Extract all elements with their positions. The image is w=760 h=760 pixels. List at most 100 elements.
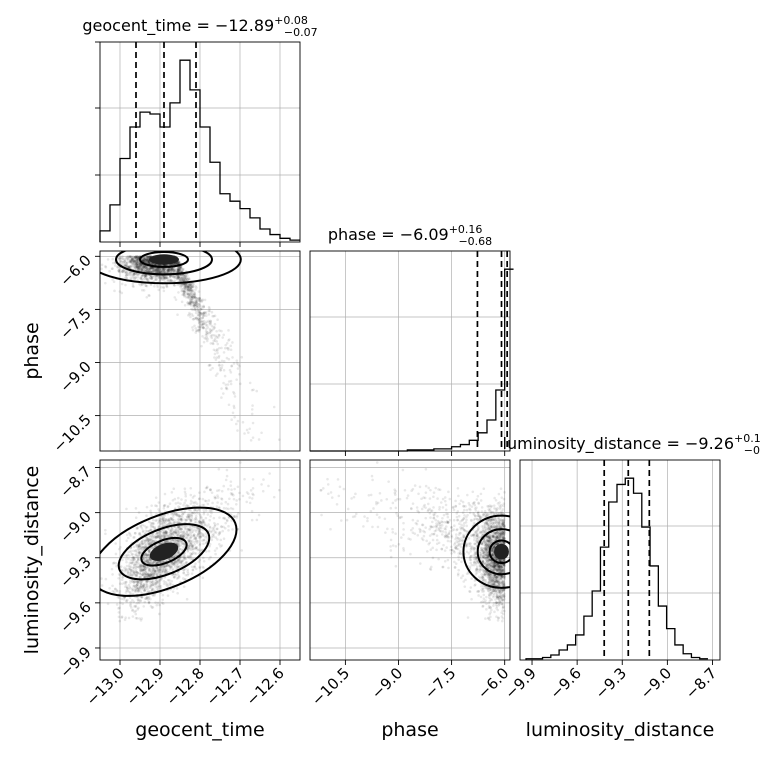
sample-point bbox=[171, 538, 174, 542]
sample-point bbox=[196, 302, 200, 306]
sample-point bbox=[169, 517, 173, 521]
sample-point bbox=[194, 303, 197, 307]
sample-point bbox=[169, 521, 173, 525]
sample-point bbox=[168, 530, 172, 533]
sample-point bbox=[157, 531, 161, 535]
sample-point bbox=[104, 281, 107, 285]
sample-point bbox=[121, 575, 125, 579]
sample-point bbox=[165, 276, 169, 280]
sample-point bbox=[202, 534, 205, 537]
sample-point bbox=[166, 540, 170, 543]
sample-point bbox=[205, 499, 208, 503]
sample-point bbox=[198, 527, 201, 530]
sample-point bbox=[141, 523, 144, 527]
sample-point bbox=[126, 553, 129, 557]
sample-point bbox=[147, 553, 151, 557]
sample-point bbox=[125, 263, 128, 267]
sample-point bbox=[186, 279, 189, 282]
sample-point bbox=[192, 547, 196, 551]
sample-point bbox=[190, 307, 193, 311]
sample-point bbox=[141, 573, 145, 577]
sample-point bbox=[154, 276, 157, 280]
sample-point bbox=[123, 263, 127, 266]
sample-point bbox=[150, 262, 154, 266]
sample-point bbox=[226, 383, 230, 386]
sample-point bbox=[179, 270, 182, 273]
sample-point bbox=[139, 264, 142, 268]
sample-point bbox=[133, 563, 136, 567]
sample-point bbox=[151, 583, 155, 587]
sample-point bbox=[150, 275, 153, 279]
sample-point bbox=[178, 558, 181, 562]
sample-point bbox=[220, 497, 224, 501]
sample-point bbox=[133, 259, 137, 263]
sample-point bbox=[116, 595, 120, 599]
sample-point bbox=[161, 270, 165, 273]
sample-point bbox=[143, 586, 147, 589]
sample-point bbox=[247, 431, 250, 434]
sample-point bbox=[125, 586, 129, 590]
sample-point bbox=[161, 268, 165, 271]
sample-point bbox=[177, 518, 181, 521]
sample-point bbox=[136, 554, 139, 558]
sample-point bbox=[145, 554, 148, 558]
sample-point bbox=[143, 266, 147, 270]
sample-point bbox=[142, 568, 145, 572]
sample-point bbox=[189, 285, 193, 289]
sample-point bbox=[176, 277, 179, 281]
sample-point bbox=[196, 317, 200, 321]
sample-point bbox=[137, 552, 141, 556]
sample-point bbox=[147, 575, 150, 578]
sample-point bbox=[154, 275, 158, 279]
sample-point bbox=[146, 277, 149, 280]
sample-point bbox=[143, 572, 147, 576]
sample-point bbox=[139, 582, 143, 585]
sample-point bbox=[147, 558, 150, 562]
sample-point bbox=[199, 521, 202, 525]
sample-point bbox=[152, 270, 156, 273]
sample-point bbox=[181, 276, 185, 279]
sample-point bbox=[167, 269, 170, 273]
sample-point bbox=[181, 525, 185, 529]
sample-point bbox=[189, 288, 193, 291]
sample-point bbox=[136, 262, 140, 266]
sample-point bbox=[162, 286, 166, 290]
sample-point bbox=[143, 256, 147, 260]
sample-point bbox=[140, 565, 144, 568]
sample-point bbox=[131, 570, 135, 573]
sample-point bbox=[183, 287, 186, 291]
sample-point bbox=[157, 519, 161, 523]
sample-point bbox=[127, 616, 131, 620]
sample-point bbox=[481, 600, 485, 603]
sample-point bbox=[132, 260, 136, 263]
sample-point bbox=[201, 518, 204, 522]
sample-point bbox=[208, 363, 211, 367]
sample-point bbox=[133, 278, 136, 281]
sample-point bbox=[193, 301, 196, 305]
sample-point bbox=[232, 362, 236, 365]
sample-point bbox=[191, 290, 194, 293]
sample-point bbox=[125, 255, 129, 259]
sample-point bbox=[133, 256, 137, 259]
sample-point bbox=[215, 527, 219, 531]
sample-point bbox=[238, 372, 241, 376]
sample-point bbox=[188, 311, 191, 315]
sample-point bbox=[176, 262, 180, 265]
sample-point bbox=[137, 268, 140, 271]
sample-point bbox=[146, 560, 149, 563]
sample-point bbox=[197, 290, 201, 293]
sample-point bbox=[143, 265, 147, 268]
sample-point bbox=[158, 279, 162, 282]
sample-point bbox=[178, 279, 181, 283]
sample-point bbox=[198, 550, 202, 553]
sample-point bbox=[210, 509, 214, 513]
sample-point bbox=[149, 558, 152, 562]
sample-point bbox=[147, 549, 151, 553]
sample-point bbox=[187, 533, 191, 536]
sample-point bbox=[133, 266, 137, 270]
sample-point bbox=[166, 534, 170, 538]
sample-point bbox=[173, 521, 176, 525]
sample-point bbox=[185, 515, 189, 519]
sample-point bbox=[134, 516, 138, 520]
sample-point bbox=[119, 573, 122, 577]
